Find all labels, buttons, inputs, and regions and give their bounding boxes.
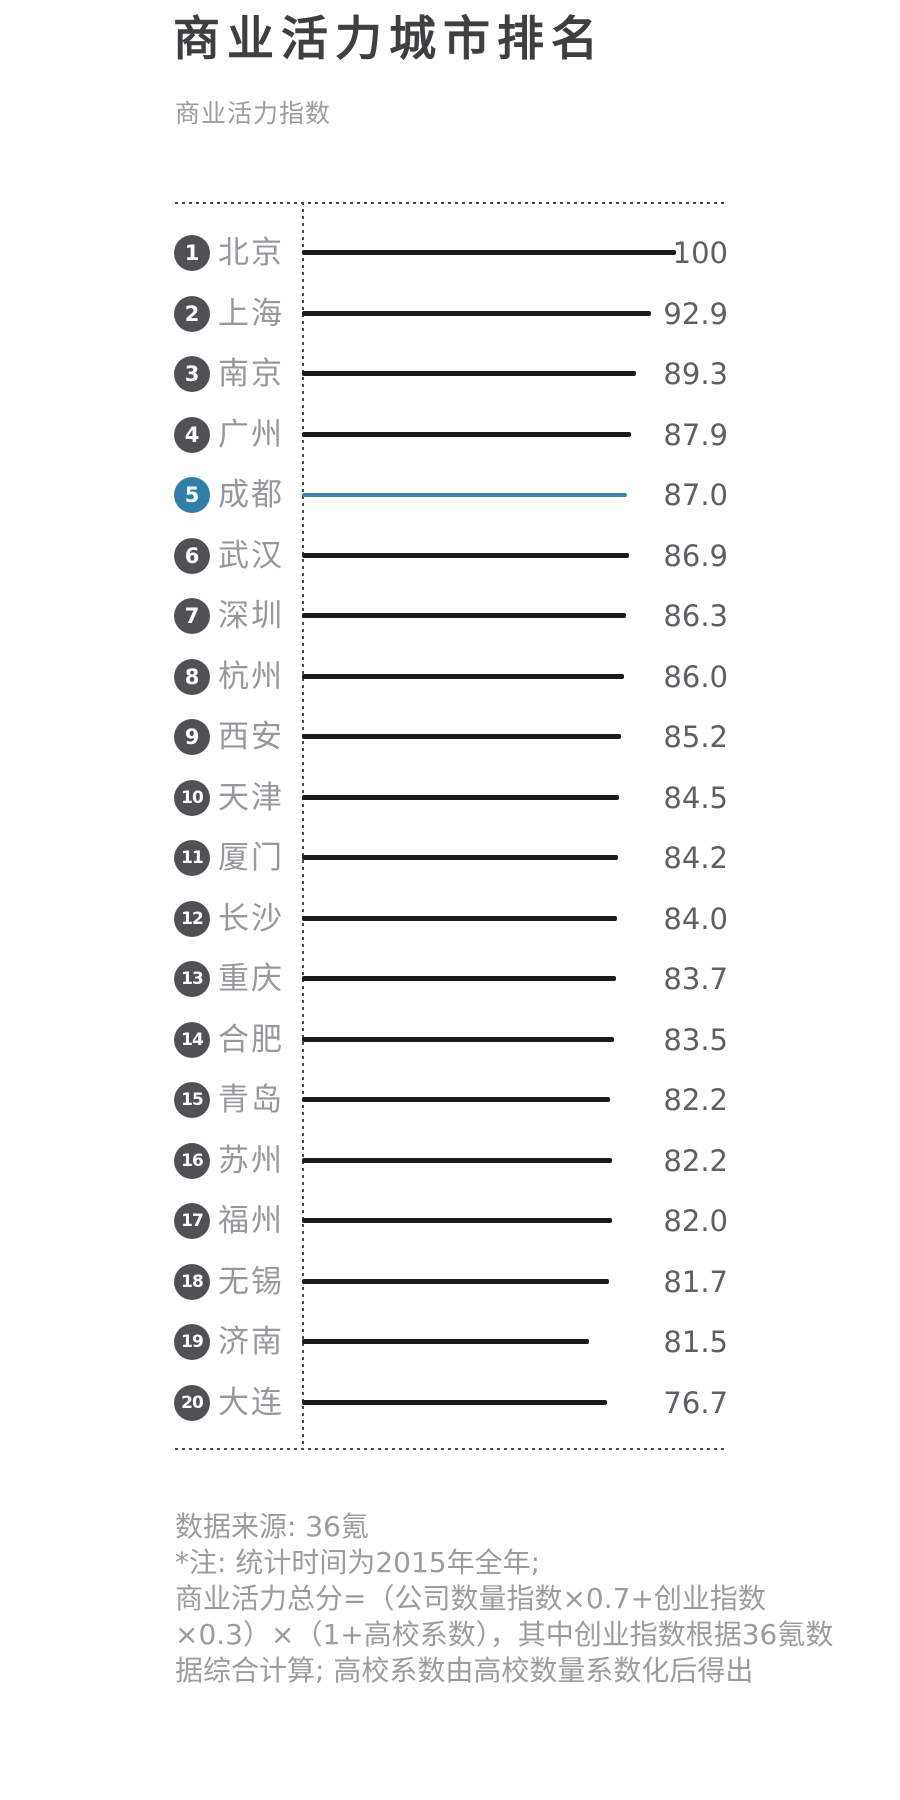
city-label: 苏州 <box>218 1142 284 1179</box>
footnote-line-2: 商业活力总分=（公司数量指数×0.7+创业指数 <box>175 1582 766 1615</box>
index-line <box>302 734 621 739</box>
value-label: 84.5 <box>663 780 728 815</box>
index-line <box>302 1218 612 1223</box>
city-label: 重庆 <box>218 961 284 997</box>
value-label: 82.2 <box>663 1083 728 1117</box>
city-label: 深圳 <box>218 598 284 634</box>
chart-frame-bottom-dotted-line <box>175 1448 728 1450</box>
rank-badge: 1 <box>174 235 210 271</box>
index-line <box>302 1399 607 1405</box>
rank-badge: 15 <box>174 1082 210 1118</box>
rank-badge: 8 <box>174 658 210 695</box>
value-label: 82.2 <box>663 1143 728 1178</box>
rank-badge: 6 <box>174 537 210 574</box>
value-label: 100 <box>672 236 728 270</box>
index-line <box>302 673 624 679</box>
rank-badge: 10 <box>174 779 210 816</box>
rank-badge: 16 <box>174 1142 210 1179</box>
city-label: 西安 <box>218 719 284 755</box>
index-line <box>302 552 629 558</box>
value-label: 82.0 <box>663 1204 728 1238</box>
rank-badge: 18 <box>174 1263 210 1300</box>
rank-badge: 9 <box>174 719 210 755</box>
value-label: 89.3 <box>663 357 728 391</box>
index-line <box>302 1278 609 1284</box>
value-label: 83.7 <box>663 962 728 996</box>
rank-badge: 20 <box>174 1384 210 1421</box>
rank-badge: 7 <box>174 598 210 634</box>
city-label: 厦门 <box>218 840 284 876</box>
chart-baseline-dotted-line <box>302 202 304 1450</box>
footnote-line-1: *注: 统计时间为2015年全年; <box>175 1546 541 1579</box>
chart-footer: 数据来源: 36氪 *注: 统计时间为2015年全年; 商业活力总分=（公司数量… <box>175 1509 834 1689</box>
city-label: 无锡 <box>218 1263 284 1300</box>
value-label: 92.9 <box>663 296 728 331</box>
index-line <box>302 855 618 860</box>
value-label: 81.7 <box>663 1264 728 1299</box>
index-line <box>302 976 616 981</box>
rank-badge: 5 <box>174 477 210 513</box>
index-line <box>302 1097 610 1102</box>
city-label: 武汉 <box>218 537 284 574</box>
value-label: 76.7 <box>663 1385 728 1420</box>
footnote-line-4: 据综合计算; 高校系数由高校数量系数化后得出 <box>175 1654 754 1687</box>
city-label: 长沙 <box>218 900 284 937</box>
index-line <box>302 915 617 921</box>
rank-badge: 12 <box>174 900 210 937</box>
index-line <box>302 1339 589 1344</box>
index-line <box>302 794 619 800</box>
rank-badge: 14 <box>174 1021 210 1058</box>
city-label: 天津 <box>218 779 284 816</box>
city-label: 济南 <box>218 1324 284 1360</box>
value-label: 83.5 <box>663 1022 728 1057</box>
page-title: 商业活力城市排名 <box>173 12 605 67</box>
index-line <box>302 310 651 316</box>
city-label: 合肥 <box>218 1021 284 1058</box>
chart-subtitle: 商业活力指数 <box>175 99 332 128</box>
value-label: 87.9 <box>663 417 728 452</box>
value-label: 85.2 <box>663 720 728 754</box>
chart-frame-top-dotted-line <box>175 202 728 204</box>
rank-badge: 13 <box>174 961 210 997</box>
rank-badge: 11 <box>174 840 210 876</box>
city-label: 成都 <box>218 477 284 513</box>
index-line <box>302 613 626 618</box>
value-label: 84.2 <box>663 841 728 875</box>
city-label: 北京 <box>218 235 284 271</box>
rank-badge: 19 <box>174 1324 210 1360</box>
index-line <box>302 431 631 437</box>
rank-badge: 2 <box>174 295 210 332</box>
rank-badge: 3 <box>174 356 210 392</box>
rank-badge: 17 <box>174 1203 210 1239</box>
city-label: 广州 <box>218 416 284 453</box>
city-label: 南京 <box>218 356 284 392</box>
value-label: 86.0 <box>663 659 728 694</box>
city-label: 杭州 <box>218 658 284 695</box>
data-source-line: 数据来源: 36氪 <box>175 1510 369 1543</box>
rank-badge: 4 <box>174 416 210 453</box>
footnote-line-3: ×0.3）×（1+高校系数），其中创业指数根据36氪数 <box>175 1618 834 1651</box>
index-line <box>302 371 636 376</box>
value-label: 81.5 <box>663 1325 728 1359</box>
index-line <box>302 493 627 497</box>
index-line <box>302 250 676 255</box>
value-label: 87.0 <box>663 478 728 512</box>
city-label: 大连 <box>218 1384 284 1421</box>
index-line <box>302 1157 612 1163</box>
value-label: 84.0 <box>663 901 728 936</box>
value-label: 86.9 <box>663 538 728 573</box>
city-label: 福州 <box>218 1203 284 1239</box>
city-label: 青岛 <box>218 1082 284 1118</box>
index-line <box>302 1036 614 1042</box>
value-label: 86.3 <box>663 599 728 633</box>
city-label: 上海 <box>218 295 284 332</box>
